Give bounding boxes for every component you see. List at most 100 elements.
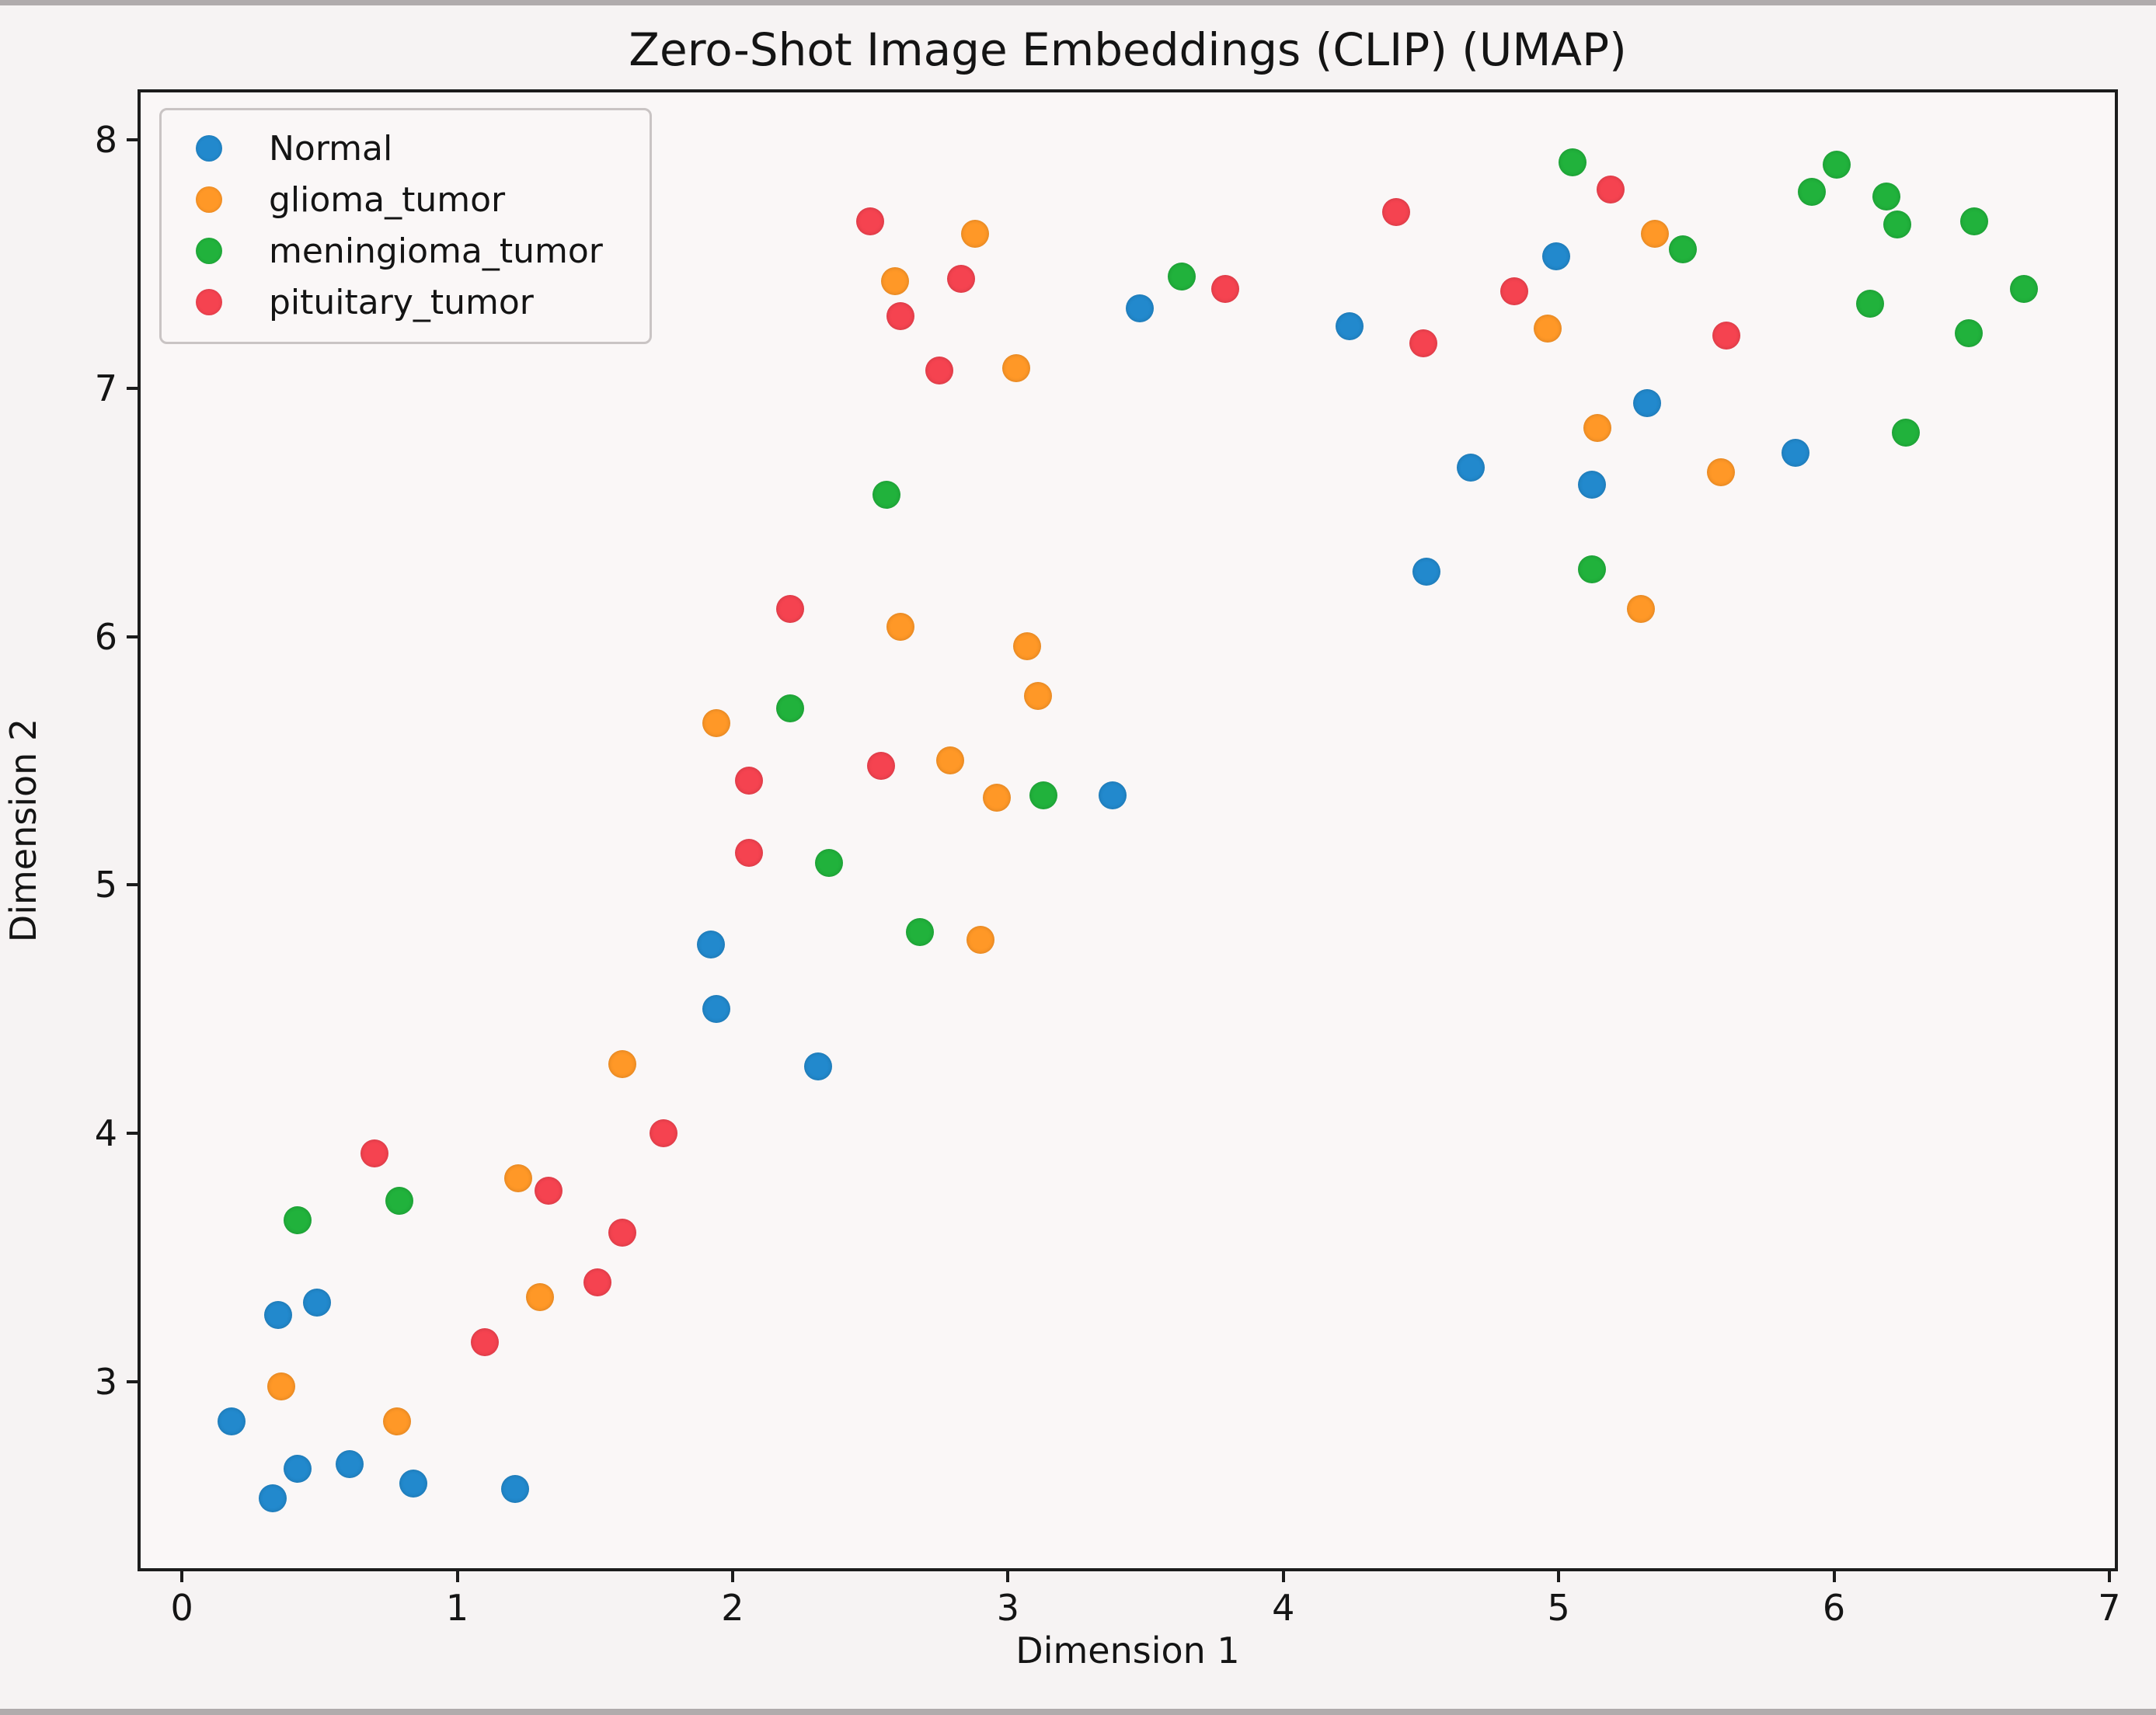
x-tick-mark [1832,1568,1836,1582]
scatter-point-meningioma_tumor [776,694,805,723]
scatter-point-glioma_tumor [1707,458,1736,487]
scatter-point-Normal [1781,438,1809,467]
scatter-point-glioma_tumor [935,746,964,775]
scatter-point-pituitary_tumor [776,595,805,624]
x-tick-label: 7 [2098,1587,2121,1629]
x-tick-mark [1557,1568,1561,1582]
y-tick-mark [127,635,141,638]
y-tick-label: 7 [94,367,117,409]
scatter-point-meningioma_tumor [873,481,901,510]
y-tick-label: 8 [94,118,117,161]
y-tick-label: 3 [94,1361,117,1404]
scatter-point-Normal [1577,471,1606,499]
x-tick-label: 4 [1272,1587,1295,1629]
x-tick-mark [730,1568,734,1582]
scatter-point-glioma_tumor [881,267,910,296]
x-tick-mark [455,1568,459,1582]
scatter-point-pituitary_tumor [735,838,764,867]
x-tick-mark [1006,1568,1010,1582]
y-tick-mark [127,137,141,141]
scatter-point-meningioma_tumor [1029,781,1058,810]
scatter-point-glioma_tumor [1013,632,1042,661]
scatter-point-Normal [217,1407,246,1436]
scatter-point-Normal [399,1470,427,1498]
x-tick-label: 0 [170,1587,193,1629]
scatter-point-pituitary_tumor [534,1176,563,1205]
scatter-point-Normal [336,1449,364,1478]
x-tick-label: 6 [1822,1587,1846,1629]
scatter-point-meningioma_tumor [385,1186,414,1215]
scatter-point-glioma_tumor [886,612,915,641]
scatter-point-Normal [1412,558,1441,586]
scatter-point-Normal [284,1455,312,1484]
scatter-point-pituitary_tumor [1409,329,1438,358]
scatter-point-meningioma_tumor [905,918,934,947]
scatter-point-pituitary_tumor [608,1219,637,1247]
scatter-point-glioma_tumor [382,1407,411,1436]
scatter-point-meningioma_tumor [1668,235,1697,263]
scatter-point-Normal [1456,453,1485,482]
scatter-point-pituitary_tumor [735,767,764,795]
legend-item-pituitary-tumor: pituitary_tumor [196,277,603,328]
scatter-point-Normal [264,1300,293,1329]
scatter-point-pituitary_tumor [360,1139,389,1167]
scatter-point-pituitary_tumor [1712,322,1741,350]
x-tick-mark [1281,1568,1285,1582]
scatter-point-pituitary_tumor [470,1327,499,1356]
x-tick-label: 1 [445,1587,469,1629]
scatter-point-meningioma_tumor [1955,319,1984,348]
scatter-point-pituitary_tumor [1211,274,1240,303]
scatter-point-meningioma_tumor [2010,274,2039,303]
y-tick-mark [127,386,141,390]
legend-item-normal: Normal [196,123,603,174]
scatter-point-Normal [696,931,725,959]
scatter-point-Normal [1099,781,1127,810]
x-tick-label: 2 [721,1587,744,1629]
scatter-point-glioma_tumor [1641,220,1670,249]
x-tick-mark [180,1568,184,1582]
scatter-point-Normal [500,1474,529,1503]
scatter-point-meningioma_tumor [1577,555,1606,584]
scatter-point-glioma_tumor [983,784,1012,812]
scatter-point-meningioma_tumor [814,848,843,877]
scatter-point-Normal [302,1288,331,1317]
scatter-point-pituitary_tumor [947,264,976,293]
scatter-point-pituitary_tumor [925,357,953,385]
y-tick-mark [127,1380,141,1384]
scatter-point-glioma_tumor [1533,314,1562,343]
scatter-point-pituitary_tumor [583,1268,612,1297]
legend-label: glioma_tumor [269,179,506,220]
scatter-point-Normal [803,1052,832,1080]
y-tick-label: 5 [94,864,117,906]
scatter-point-pituitary_tumor [856,207,885,236]
scatter-point-glioma_tumor [525,1283,554,1312]
y-tick-label: 4 [94,1112,117,1155]
scatter-point-glioma_tumor [1001,354,1030,383]
legend-label: pituitary_tumor [269,282,534,322]
y-tick-label: 6 [94,615,117,658]
scatter-point-glioma_tumor [960,220,989,249]
scatter-point-glioma_tumor [266,1372,295,1401]
chart-title: Zero-Shot Image Embeddings (CLIP) (UMAP) [629,23,1627,76]
scatter-point-pituitary_tumor [1382,197,1411,226]
legend-label: meningioma_tumor [269,231,603,271]
scatter-point-Normal [1126,294,1155,323]
y-axis-label: Dimension 2 [2,718,44,943]
scatter-point-Normal [702,995,730,1024]
scatter-point-meningioma_tumor [1891,419,1920,447]
x-axis-label: Dimension 1 [1015,1630,1240,1672]
legend: Normal glioma_tumor meningioma_tumor pit… [159,108,652,344]
legend-item-meningioma-tumor: meningioma_tumor [196,225,603,277]
scatter-point-glioma_tumor [1583,413,1611,442]
scatter-point-glioma_tumor [966,925,994,954]
y-tick-mark [127,1132,141,1136]
scatter-point-Normal [1541,242,1570,271]
scatter-point-meningioma_tumor [1558,148,1587,176]
legend-label: Normal [269,128,393,169]
scatter-point-meningioma_tumor [1823,150,1851,179]
scatter-point-pituitary_tumor [886,301,915,330]
meningioma-tumor-swatch-icon [196,238,222,264]
plot-area: 0 1 2 3 4 5 6 7 3 4 5 6 7 8 Normal glioma_tumor meni… [95,89,2121,1626]
normal-swatch-icon [196,135,222,162]
